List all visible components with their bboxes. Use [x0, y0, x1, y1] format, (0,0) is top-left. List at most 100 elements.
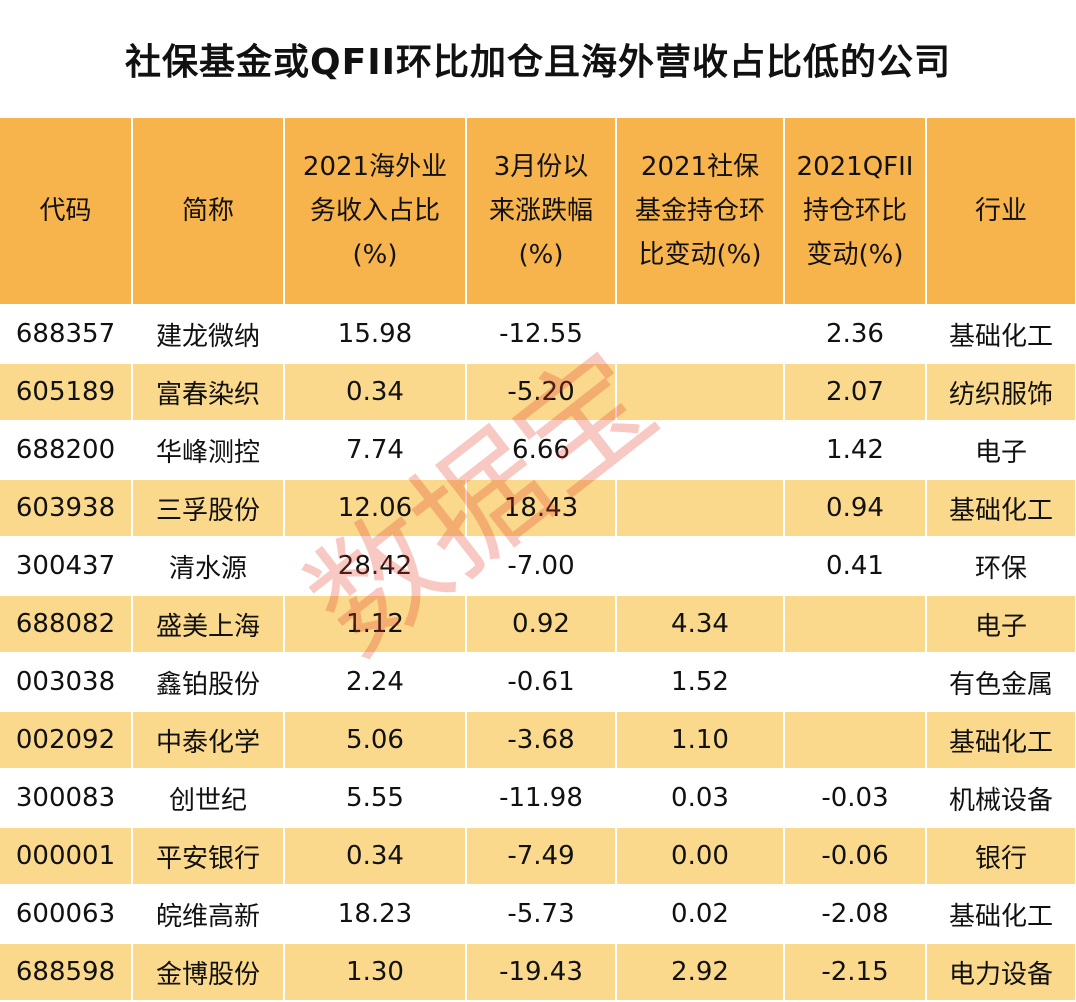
table-cell: [784, 595, 927, 654]
table-cell: 28.42: [284, 537, 467, 596]
table-cell: 机械设备: [926, 769, 1076, 828]
table-cell: 15.98: [284, 305, 467, 364]
column-header-line: 变动(%): [806, 240, 904, 270]
table-cell: 2.92: [616, 943, 785, 1002]
column-header-line: 来涨跌幅: [488, 196, 593, 226]
table-cell: 2.24: [284, 653, 467, 712]
column-header-line: 2021海外业: [302, 152, 448, 182]
table-cell: 基础化工: [926, 711, 1076, 770]
table-cell: 605189: [0, 363, 133, 422]
column-header-line: (%): [518, 240, 564, 270]
table-cell: 三孚股份: [132, 479, 285, 538]
table-cell: 电子: [926, 595, 1076, 654]
column-header: 3月份以 来涨跌幅 (%): [466, 118, 617, 306]
table-cell: [616, 363, 785, 422]
table-cell: 基础化工: [926, 479, 1076, 538]
table-cell: 清水源: [132, 537, 285, 596]
table-cell: 003038: [0, 653, 133, 712]
column-header-line: 基金持仓环: [634, 196, 765, 226]
table-row: 003038 鑫铂股份 2.24 -0.61 1.52 有色金属: [0, 653, 1076, 712]
table-cell: 华峰测控: [132, 421, 285, 480]
data-table: 代码 简称 2021海外业 务收入占比 (%) 3月份以 来涨跌幅 (%) 2021社保 基金持仓…: [0, 118, 1076, 1002]
table-cell: 基础化工: [926, 885, 1076, 944]
table-row: 688200 华峰测控 7.74 6.66 1.42 电子: [0, 421, 1076, 480]
column-header-line: 2021QFII: [796, 152, 914, 182]
table-cell: 1.30: [284, 943, 467, 1002]
table-cell: 环保: [926, 537, 1076, 596]
table-cell: 创世纪: [132, 769, 285, 828]
table-cell: 0.34: [284, 827, 467, 886]
table-cell: 银行: [926, 827, 1076, 886]
table-cell: 2.07: [784, 363, 927, 422]
column-header: 简称: [132, 118, 285, 306]
table-cell: 1.12: [284, 595, 467, 654]
table-cell: 1.10: [616, 711, 785, 770]
table-cell: -0.61: [466, 653, 617, 712]
table-cell: 6.66: [466, 421, 617, 480]
table-body: 688357 建龙微纳 15.98 -12.55 2.36 基础化工 605189 富春染织 0…: [0, 305, 1076, 1002]
table-cell: [784, 711, 927, 770]
table-cell: -0.03: [784, 769, 927, 828]
table-cell: 0.34: [284, 363, 467, 422]
table-row: 000001 平安银行 0.34 -7.49 0.00 -0.06 银行: [0, 827, 1076, 886]
table-cell: -3.68: [466, 711, 617, 770]
table-cell: 300083: [0, 769, 133, 828]
table-row: 688357 建龙微纳 15.98 -12.55 2.36 基础化工: [0, 305, 1076, 364]
table-cell: 0.03: [616, 769, 785, 828]
table-cell: 000001: [0, 827, 133, 886]
table-cell: 5.55: [284, 769, 467, 828]
table-cell: 1.42: [784, 421, 927, 480]
table-cell: [616, 421, 785, 480]
table-cell: 688082: [0, 595, 133, 654]
table-row: 605189 富春染织 0.34 -5.20 2.07 纺织服饰: [0, 363, 1076, 422]
table-cell: 12.06: [284, 479, 467, 538]
table-cell: 0.00: [616, 827, 785, 886]
table-cell: 18.23: [284, 885, 467, 944]
table-cell: 300437: [0, 537, 133, 596]
column-header: 2021QFII 持仓环比变动(%): [784, 118, 927, 306]
table-cell: -5.20: [466, 363, 617, 422]
table-cell: -0.06: [784, 827, 927, 886]
table-cell: 基础化工: [926, 305, 1076, 364]
column-header-line: (%): [352, 240, 398, 270]
column-header: 行业: [926, 118, 1076, 306]
table-cell: 0.92: [466, 595, 617, 654]
table-row: 603938 三孚股份 12.06 18.43 0.94 基础化工: [0, 479, 1076, 538]
table-cell: 688357: [0, 305, 133, 364]
table-cell: -5.73: [466, 885, 617, 944]
column-header-line: 2021社保: [640, 152, 760, 182]
column-header-line: 比变动(%): [638, 240, 762, 270]
table-cell: 688200: [0, 421, 133, 480]
table-cell: 富春染织: [132, 363, 285, 422]
table-cell: 0.94: [784, 479, 927, 538]
table-cell: 7.74: [284, 421, 467, 480]
table-cell: 平安银行: [132, 827, 285, 886]
column-header-line: 行业: [974, 196, 1027, 226]
column-header-line: 持仓环比: [802, 196, 907, 226]
table-cell: 1.52: [616, 653, 785, 712]
table-cell: 603938: [0, 479, 133, 538]
table-cell: -7.00: [466, 537, 617, 596]
table-cell: 002092: [0, 711, 133, 770]
table-cell: -11.98: [466, 769, 617, 828]
column-header-line: 简称: [181, 196, 234, 226]
table-cell: -7.49: [466, 827, 617, 886]
table-cell: 0.02: [616, 885, 785, 944]
table-cell: 电子: [926, 421, 1076, 480]
table-cell: 电力设备: [926, 943, 1076, 1002]
table-row: 688082 盛美上海 1.12 0.92 4.34 电子: [0, 595, 1076, 654]
column-header: 2021社保 基金持仓环比变动(%): [616, 118, 785, 306]
table-cell: 盛美上海: [132, 595, 285, 654]
table-cell: 4.34: [616, 595, 785, 654]
table-cell: 建龙微纳: [132, 305, 285, 364]
header-row: 代码 简称 2021海外业 务收入占比 (%) 3月份以 来涨跌幅 (%) 2021社保 基金持仓…: [0, 118, 1076, 306]
column-header: 2021海外业 务收入占比 (%): [284, 118, 467, 306]
table-row: 688598 金博股份 1.30 -19.43 2.92 -2.15 电力设备: [0, 943, 1076, 1002]
table-cell: [616, 537, 785, 596]
table-cell: 688598: [0, 943, 133, 1002]
table-cell: 600063: [0, 885, 133, 944]
table-cell: 5.06: [284, 711, 467, 770]
table-cell: -19.43: [466, 943, 617, 1002]
table-title: 社保基金或QFII环比加仓且海外营收占比低的公司: [125, 42, 951, 83]
table-cell: [616, 479, 785, 538]
